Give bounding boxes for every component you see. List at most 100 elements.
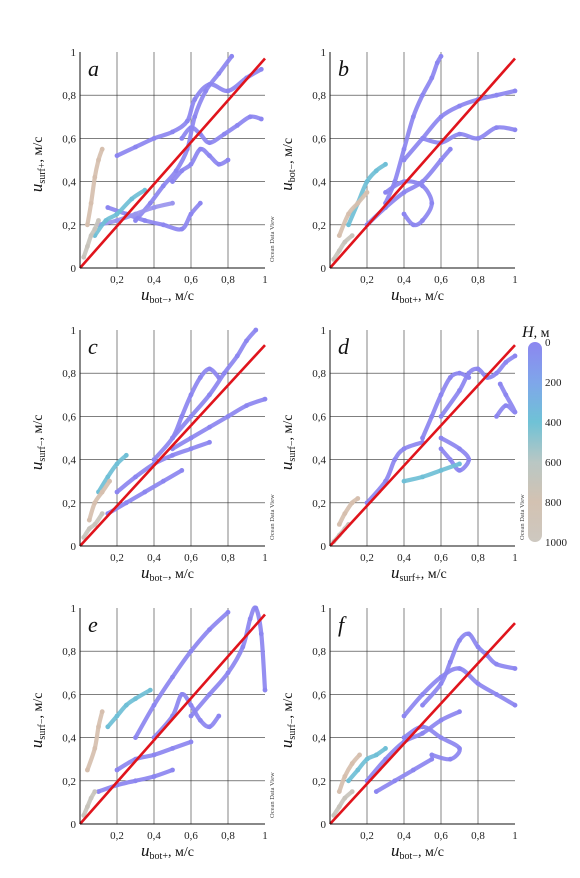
data-point xyxy=(151,702,157,708)
y-tick-label: 0 xyxy=(71,819,77,831)
data-track xyxy=(374,757,434,794)
data-point xyxy=(336,789,342,794)
panel-letter: e xyxy=(88,612,98,637)
data-point xyxy=(383,756,388,762)
data-point xyxy=(494,414,499,419)
data-point xyxy=(512,127,518,133)
data-track xyxy=(114,67,264,158)
data-track xyxy=(96,453,129,495)
data-point xyxy=(494,661,499,667)
data-point xyxy=(188,648,194,654)
data-point xyxy=(151,205,157,210)
y-tick-label: 1 xyxy=(71,47,77,59)
watermark-text: Ocean Data View xyxy=(269,494,276,540)
data-point xyxy=(383,161,388,167)
data-point xyxy=(216,713,222,719)
x-tick-label: 0,2 xyxy=(360,274,374,286)
data-point xyxy=(438,674,444,680)
colorbar-tick-label: 800 xyxy=(545,497,562,509)
data-point xyxy=(225,609,231,615)
data-point xyxy=(383,190,388,195)
y-tick-label: 0,2 xyxy=(62,776,76,788)
data-point xyxy=(494,370,499,376)
x-tick-label: 0,8 xyxy=(221,552,235,564)
data-point xyxy=(457,131,462,137)
data-point xyxy=(170,674,175,680)
data-tracks xyxy=(81,605,268,818)
data-point xyxy=(207,82,212,87)
fit-line xyxy=(329,344,516,547)
y-tick-label: 0,6 xyxy=(62,133,76,145)
data-point xyxy=(420,218,425,223)
data-point xyxy=(151,774,157,779)
x-tick-label: 0,6 xyxy=(434,274,448,286)
data-track xyxy=(331,233,355,262)
fit-line xyxy=(79,613,266,825)
data-point xyxy=(410,222,416,228)
data-point xyxy=(336,522,342,527)
x-tick-label: 0,8 xyxy=(471,830,485,842)
data-point xyxy=(258,631,264,637)
data-point xyxy=(133,211,138,217)
x-tick-label: 1 xyxy=(512,274,518,286)
x-tick-label: 0,2 xyxy=(360,552,374,564)
data-point xyxy=(225,157,231,163)
data-point xyxy=(420,136,425,141)
data-point xyxy=(342,511,348,516)
data-point xyxy=(438,468,444,473)
data-track xyxy=(81,511,105,540)
data-track xyxy=(81,789,97,818)
data-point xyxy=(244,338,249,344)
x-tick-label: 0,6 xyxy=(434,552,448,564)
data-point xyxy=(457,666,462,671)
x-tick-label: 0,6 xyxy=(184,830,198,842)
y-tick-label: 1 xyxy=(321,325,327,337)
x-tick-label: 0,2 xyxy=(110,274,124,286)
x-axis-title: ubot−, м/с xyxy=(141,563,194,584)
x-tick-label: 1 xyxy=(262,830,268,842)
y-axis-title: usurf−, м/с xyxy=(27,692,48,748)
data-point xyxy=(336,804,342,810)
data-track xyxy=(401,461,462,484)
data-point xyxy=(133,144,138,150)
y-tick-label: 1 xyxy=(321,47,327,59)
x-tick-label: 0,6 xyxy=(184,552,198,564)
data-point xyxy=(429,75,435,81)
data-point xyxy=(420,474,425,480)
colorbar-title: H, м xyxy=(521,324,550,341)
data-point xyxy=(192,97,198,102)
data-point xyxy=(346,222,351,228)
x-tick-label: 0,8 xyxy=(221,274,235,286)
data-point xyxy=(133,696,138,702)
data-point xyxy=(447,659,453,665)
y-tick-label: 0,4 xyxy=(312,455,326,467)
data-point xyxy=(331,813,337,818)
data-point xyxy=(221,370,227,376)
y-axis-title: usurf−, м/с xyxy=(27,414,48,470)
data-point xyxy=(457,746,462,751)
data-point xyxy=(262,396,268,402)
data-point xyxy=(364,179,370,185)
data-point xyxy=(85,767,90,773)
data-point xyxy=(179,468,185,473)
data-point xyxy=(88,200,94,206)
data-point xyxy=(105,474,111,480)
data-point xyxy=(225,414,231,419)
y-tick-label: 0,6 xyxy=(62,689,76,701)
data-point xyxy=(420,702,425,708)
x-tick-label: 0,4 xyxy=(147,830,161,842)
data-point xyxy=(457,370,462,376)
data-point xyxy=(475,136,481,141)
data-point xyxy=(457,103,462,109)
panel-letter: f xyxy=(338,612,347,637)
data-point xyxy=(147,687,153,693)
y-tick-label: 0,8 xyxy=(62,646,76,658)
data-point xyxy=(466,457,472,462)
x-tick-label: 0,6 xyxy=(434,830,448,842)
data-point xyxy=(253,605,259,611)
y-tick-label: 0,6 xyxy=(312,411,326,423)
panel-letter: b xyxy=(338,56,349,81)
data-point xyxy=(179,168,185,174)
